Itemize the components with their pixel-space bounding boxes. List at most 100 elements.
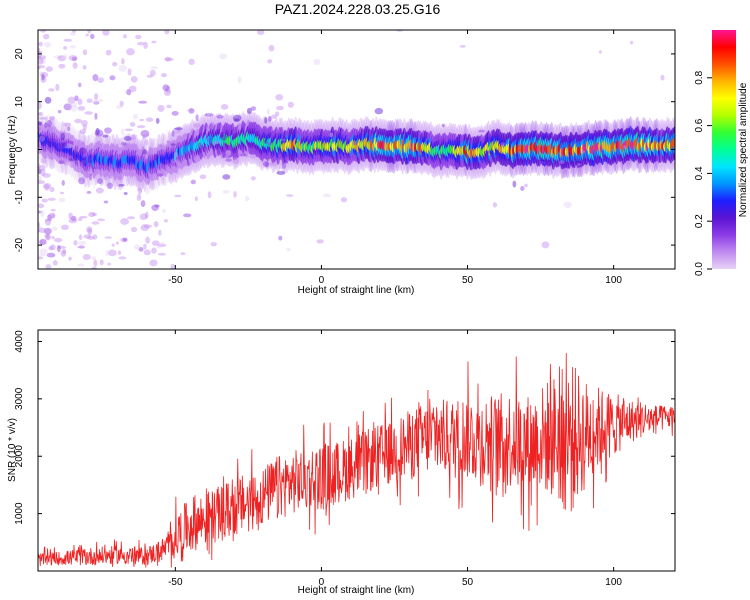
spectrogram-noise-cell — [151, 247, 157, 254]
colorbar: 0.0 0.2 0.4 0.6 0.8 Normalized spectral ampl… — [694, 30, 749, 276]
spectrogram-noise-cell — [92, 166, 102, 170]
spectrogram-noise-cell — [38, 135, 45, 142]
spectrogram-noise-cell — [38, 164, 46, 171]
spectrogram-noise-cell — [115, 241, 120, 245]
snr-x-ticks: -50 0 50 100 — [168, 330, 622, 588]
spectrogram-noise-cell — [171, 130, 175, 137]
spectrogram-noise-cell — [38, 65, 46, 69]
colorbar-gradient — [712, 30, 736, 269]
spectrogram-noise-cell — [435, 135, 444, 142]
spectrogram-noise-cell — [145, 236, 150, 244]
spectrogram-noise-cell — [143, 41, 148, 50]
spectrogram-noise-cell — [151, 40, 157, 44]
spectrogram-noise-cell — [102, 134, 109, 138]
spectrogram-noise-cell — [130, 75, 138, 83]
spectrogram-noise-cell — [81, 153, 85, 158]
spectrogram-noise-cell — [120, 237, 128, 243]
spectrogram-noise-cell — [49, 115, 55, 121]
spectrogram-noise-cell — [48, 88, 55, 92]
spectrogram-noise-cell — [66, 140, 74, 146]
spectrogram-noise-cell — [138, 100, 148, 104]
spectrogram-noise-cell — [163, 219, 168, 223]
spectrogram-noise-cell — [82, 124, 87, 131]
colorbar-ticks: 0.0 0.2 0.4 0.6 0.8 — [694, 70, 712, 276]
spectrogram-noise-cell — [172, 127, 181, 134]
spectrogram-noise-cell — [207, 191, 212, 199]
spectrogram-noise-cell — [79, 215, 88, 219]
spectrogram-noise-cell — [88, 212, 96, 218]
spectrogram-noise-cell — [149, 69, 156, 77]
spectrogram-noise-cell — [97, 178, 103, 185]
spectrogram-noise-cell — [43, 41, 52, 48]
spectrogram-noise-cell — [140, 129, 150, 138]
y-tick-label: 20 — [14, 48, 25, 60]
spectrogram-noise-cell — [164, 30, 170, 35]
spectrogram-noise-cell — [539, 161, 546, 165]
spectrogram-noise-cell — [95, 127, 100, 136]
spectrogram-noise-cell — [160, 242, 165, 245]
spectrogram-noise-cell — [374, 107, 384, 115]
spectrogram-noise-cell — [67, 126, 71, 132]
spectrogram-noise-cell — [38, 55, 47, 60]
spectrogram-noise-cell — [164, 57, 174, 61]
spectrogram-noise-cell — [102, 174, 108, 180]
y-tick-label: 10 — [14, 96, 25, 108]
spectrogram-noise-cell — [50, 244, 56, 251]
spectrogram-noise-cell — [558, 160, 565, 165]
spectrogram-noise-cell — [45, 66, 53, 72]
spectrogram-noise-cell — [177, 156, 182, 162]
colorbar-tick-label: 0.4 — [694, 166, 705, 180]
spectrogram-noise-cell — [78, 82, 82, 88]
spectrogram-noise-cell — [237, 76, 242, 84]
spectrogram-noise-cell — [195, 114, 199, 122]
spectrogram-noise-cell — [174, 127, 183, 131]
spectrogram-noise-cell — [68, 256, 72, 261]
spectrogram-noise-cell — [95, 187, 104, 194]
spectrogram-noise-cell — [67, 96, 76, 104]
spectrogram-noise-cell — [82, 65, 87, 70]
spectrogram-noise-cell — [118, 64, 128, 72]
spectrogram-noise-cell — [51, 226, 58, 231]
spectrogram-noise-cell — [88, 173, 93, 181]
spectrogram-noise-cell — [478, 129, 485, 133]
snr-y-label: SNR (10 * v/v) — [7, 418, 18, 482]
spectrogram-noise-cell — [61, 179, 65, 186]
spectrogram-noise-cell — [38, 121, 42, 126]
spectrogram-noise-cell — [78, 234, 83, 241]
spectrogram-noise-cell — [137, 187, 143, 195]
spectrogram-noise-cell — [40, 75, 47, 83]
spectrogram-noise-cell — [143, 243, 147, 250]
spectrogram-noise-cell — [38, 51, 42, 59]
spectrogram-noise-cell — [173, 151, 179, 158]
spectrogram-noise-cell — [276, 170, 286, 176]
spectrogram-noise-cell — [63, 122, 72, 127]
spectrogram-noise-cell — [163, 161, 171, 164]
spectrogram-x-label: Height of straight line (km) — [298, 285, 415, 296]
spectrogram-noise-cell — [264, 116, 268, 124]
spectrogram-noise-cell — [107, 249, 117, 257]
spectrogram-noise-cell — [45, 233, 51, 241]
y-tick-label: 1000 — [14, 502, 25, 525]
spectrogram-noise-cell — [77, 98, 83, 106]
spectrogram-noise-cell — [63, 141, 68, 147]
spectrogram-noise-cell — [225, 149, 232, 157]
spectrogram-noise-cell — [322, 193, 332, 198]
spectrogram-noise-cell — [81, 119, 88, 127]
spectrogram-noise-cell — [135, 34, 142, 40]
spectrogram-noise-cell — [63, 38, 73, 42]
spectrogram-noise-cell — [38, 224, 41, 230]
spectrogram-noise-cell — [186, 108, 194, 112]
spectrogram-noise-cell — [264, 161, 270, 168]
spectrogram-noise-cell — [43, 227, 52, 235]
spectrogram-noise-cell — [500, 142, 506, 146]
spectrogram-noise-cell — [79, 129, 87, 135]
spectrogram-noise-cell — [286, 194, 294, 197]
spectrogram-noise-cell — [512, 180, 517, 188]
spectrogram-noise-cell — [154, 204, 160, 208]
spectrogram-noise-cell — [81, 159, 88, 165]
spectrogram-noise-cell — [223, 153, 231, 159]
spectrogram-noise-cell — [57, 109, 62, 114]
spectrogram-noise-cell — [232, 114, 242, 122]
spectrogram-noise-cell — [91, 221, 100, 225]
